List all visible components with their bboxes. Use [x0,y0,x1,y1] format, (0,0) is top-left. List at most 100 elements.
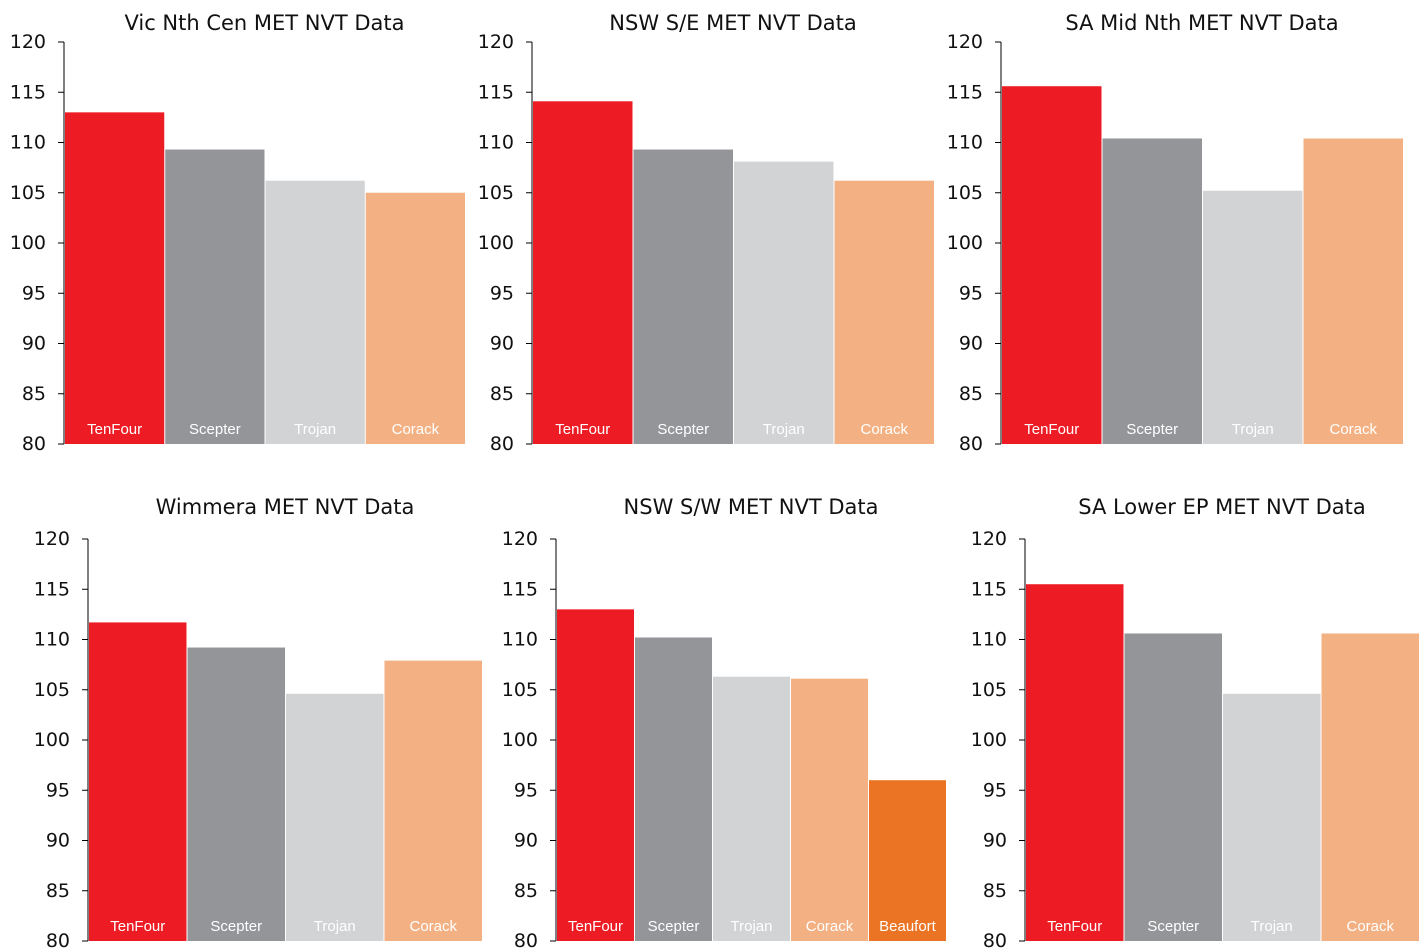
y-tick-label: 95 [490,282,514,304]
y-tick-label: 95 [22,282,46,304]
y-tick-label: 85 [514,880,538,902]
bar-trojan [265,180,365,444]
bar-trojan [1203,190,1303,444]
y-tick-label: 90 [983,830,1007,852]
y-tick-label: 80 [490,433,514,455]
bar-label-trojan: Trojan [314,918,356,935]
bar-label-scepter: Scepter [189,421,241,438]
y-tick-label: 90 [22,333,46,355]
y-tick-label: 115 [10,81,46,103]
bar-label-scepter: Scepter [648,918,700,935]
bar-scepter [1102,138,1202,445]
bar-tenfour [1026,584,1124,941]
bar-label-corack: Corack [392,421,440,438]
bar-beaufort [869,780,946,941]
y-tick-label: 95 [46,779,70,801]
y-tick-label: 100 [10,232,46,254]
y-tick-label: 110 [947,132,983,154]
bar-trojan [1223,693,1321,941]
y-tick-label: 80 [959,433,983,455]
bar-label-tenfour: TenFour [110,918,165,935]
bar-trojan [734,161,834,444]
chart-6: SA Lower EP MET NVT Data TenFour Scepter Tr… [971,495,1419,949]
chart-title: SA Mid Nth MET NVT Data [1065,11,1338,35]
y-tick-label: 80 [22,433,46,455]
y-tick-label: 120 [34,528,70,550]
y-tick-label: 90 [514,830,538,852]
bar-label-corack: Corack [860,421,908,438]
bar-label-tenfour: TenFour [568,918,623,935]
bar-tenfour [89,622,187,941]
chart-3: SA Mid Nth MET NVT Data TenFour Scepter Tro… [947,11,1403,455]
chart-title: Vic Nth Cen MET NVT Data [124,11,404,35]
chart-title: NSW S/W MET NVT Data [624,495,879,519]
y-tick-label: 100 [971,729,1007,751]
y-tick-label: 105 [34,679,70,701]
bar-corack [1321,633,1419,941]
y-tick-label: 120 [947,31,983,53]
bar-label-corack: Corack [1346,918,1394,935]
bar-label-trojan: Trojan [1251,918,1293,935]
bar-label-trojan: Trojan [294,421,336,438]
y-tick-label: 90 [46,830,70,852]
bar-label-scepter: Scepter [210,918,262,935]
y-tick-label: 120 [10,31,46,53]
bar-scepter [635,637,712,941]
bar-tenfour [557,609,634,941]
y-tick-label: 110 [10,132,46,154]
bar-tenfour [533,101,633,445]
y-tick-label: 115 [502,578,538,600]
y-tick-label: 110 [971,629,1007,651]
bar-scepter [1124,633,1222,941]
bar-scepter [187,647,285,941]
y-tick-label: 120 [478,31,514,53]
bar-label-tenfour: TenFour [87,421,142,438]
y-tick-label: 115 [34,578,70,600]
y-tick-label: 105 [478,182,514,204]
bar-corack [1303,138,1403,445]
y-tick-label: 110 [502,629,538,651]
y-tick-label: 95 [983,779,1007,801]
y-tick-label: 90 [959,333,983,355]
chart-1: Vic Nth Cen MET NVT Data TenFour Scepter Tr… [10,11,465,455]
bar-label-tenfour: TenFour [1024,421,1079,438]
y-tick-label: 105 [10,182,46,204]
bar-tenfour [1002,86,1102,444]
y-tick-label: 115 [478,81,514,103]
chart-4: Wimmera MET NVT Data TenFour Scepter Trojan… [34,495,482,949]
bar-label-beaufort: Beaufort [879,918,937,935]
y-tick-label: 80 [514,930,538,949]
chart-title: NSW S/E MET NVT Data [609,11,856,35]
y-tick-label: 105 [502,679,538,701]
y-tick-label: 80 [983,930,1007,949]
y-tick-label: 100 [502,729,538,751]
bar-label-scepter: Scepter [1126,421,1178,438]
bar-label-trojan: Trojan [763,421,805,438]
chart-5: NSW S/W MET NVT Data TenFour Scepter Trojan… [502,495,946,949]
y-tick-label: 120 [971,528,1007,550]
bar-corack [834,180,934,444]
y-tick-label: 100 [34,729,70,751]
bar-label-tenfour: TenFour [1047,918,1102,935]
bar-corack [365,192,465,444]
y-tick-label: 100 [478,232,514,254]
y-tick-label: 110 [478,132,514,154]
y-tick-label: 85 [983,880,1007,902]
bar-scepter [633,149,733,444]
y-tick-label: 95 [514,779,538,801]
bar-scepter [165,149,265,444]
y-tick-label: 90 [490,333,514,355]
bar-trojan [286,693,384,941]
chart-2: NSW S/E MET NVT Data TenFour Scepter Trojan… [478,11,934,455]
bar-label-trojan: Trojan [1232,421,1274,438]
y-tick-label: 105 [947,182,983,204]
bar-trojan [713,676,790,941]
y-tick-label: 110 [34,629,70,651]
bar-label-trojan: Trojan [731,918,773,935]
bar-label-corack: Corack [806,918,854,935]
bar-label-corack: Corack [1329,421,1377,438]
y-tick-label: 100 [947,232,983,254]
y-tick-label: 95 [959,282,983,304]
y-tick-label: 85 [46,880,70,902]
bar-label-tenfour: TenFour [555,421,610,438]
